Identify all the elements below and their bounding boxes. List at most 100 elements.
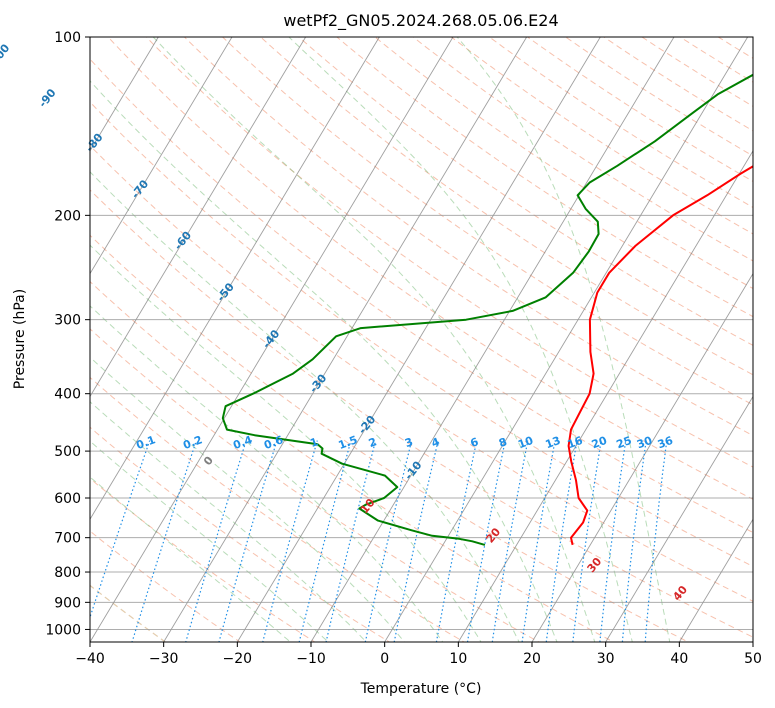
mixing-ratio-label: 3 xyxy=(403,435,415,450)
isotherm-line xyxy=(678,518,753,642)
dry-adiabat xyxy=(259,37,753,376)
isotherm-label: -50 xyxy=(214,280,237,304)
isotherm-label: -80 xyxy=(83,131,106,155)
dewpoint-line xyxy=(221,73,753,546)
dry-adiabat xyxy=(564,37,753,157)
isotherm-line xyxy=(90,37,159,152)
mixing-ratio-line xyxy=(131,440,197,642)
moist-adiabat xyxy=(90,356,406,642)
dry-adiabat xyxy=(641,37,753,107)
mixing-ratio-line xyxy=(466,440,506,642)
isotherm-label: -100 xyxy=(0,41,13,71)
isotherm-label: -70 xyxy=(129,177,152,201)
isotherm-line xyxy=(752,641,753,642)
mixing-ratio-line xyxy=(621,440,647,642)
isotherm-label: -60 xyxy=(172,229,195,253)
moist-adiabat xyxy=(90,476,292,642)
mixing-ratio-label: 1 xyxy=(308,435,320,450)
isotherm-line xyxy=(90,37,380,521)
mixing-ratio-label: 4 xyxy=(430,435,442,450)
y-axis-label: Pressure (hPa) xyxy=(12,289,28,389)
y-tick-label: 300 xyxy=(54,313,81,329)
x-tick-label: 30 xyxy=(597,651,615,667)
x-tick-label: −30 xyxy=(149,651,179,667)
x-tick-label: 0 xyxy=(380,651,389,667)
isotherm-line xyxy=(90,37,307,398)
isotherm-line xyxy=(531,272,753,642)
x-tick-label: −20 xyxy=(223,651,253,667)
mixing-ratio-label: 0.2 xyxy=(181,433,204,452)
isotherm-line xyxy=(0,37,11,642)
mixing-ratio-line xyxy=(545,440,578,642)
y-tick-label: 1000 xyxy=(45,622,81,638)
dry-adiabat xyxy=(221,37,753,406)
x-tick-label: −40 xyxy=(75,651,105,667)
moist-adiabat xyxy=(90,305,444,642)
isotherm-line xyxy=(90,37,454,642)
mixing-ratio-line xyxy=(185,440,247,642)
dry-adiabat xyxy=(90,101,753,568)
isotherm-label: -20 xyxy=(356,413,379,437)
mixing-ratio-label: 0.4 xyxy=(231,433,254,452)
dry-adiabat xyxy=(679,37,753,83)
mixing-ratio-label: 30 xyxy=(635,434,654,452)
x-tick-label: 10 xyxy=(449,651,467,667)
x-tick-label: 40 xyxy=(670,651,688,667)
dry-adiabat xyxy=(336,37,753,318)
dry-adiabat xyxy=(412,37,753,262)
dry-adiabat xyxy=(90,58,753,534)
isotherm-line xyxy=(605,395,753,642)
in-plot-labels: -100-90-80-70-60-50-40-30-20-100.1 0.2 0.4… xyxy=(0,41,690,603)
mixing-ratio-line xyxy=(90,440,151,619)
x-tick-label: 50 xyxy=(744,651,762,667)
x-tick-label: 20 xyxy=(523,651,541,667)
moist-adiabat-label: 0 xyxy=(201,454,216,468)
moist-adiabat xyxy=(456,37,671,642)
dry-adiabat xyxy=(526,37,753,182)
y-tick-label: 200 xyxy=(54,208,81,224)
dry-adiabat xyxy=(90,530,241,642)
mixing-ratio-label: 6 xyxy=(469,435,481,450)
y-tick-label: 700 xyxy=(54,531,81,547)
mixing-ratio-line xyxy=(218,440,278,642)
isotherm-label: -40 xyxy=(260,327,283,351)
x-axis-label: Temperature (°C) xyxy=(360,681,482,697)
y-tick-label: 500 xyxy=(54,444,81,460)
mixing-ratio-line xyxy=(599,440,627,642)
mixing-ratio-label: 13 xyxy=(544,434,563,451)
dry-adiabat xyxy=(90,144,753,602)
dry-adiabat xyxy=(298,37,753,346)
isotherm-line xyxy=(384,37,749,642)
y-tick-label: 800 xyxy=(54,565,81,581)
dry-adiabat xyxy=(90,376,466,642)
moist-adiabat xyxy=(152,37,596,642)
mixing-ratio-line xyxy=(572,440,602,642)
temperature-line xyxy=(567,165,753,546)
x-tick-label: −10 xyxy=(296,651,326,667)
mixing-ratio-label: 0.6 xyxy=(262,433,285,452)
mixing-ratio-line xyxy=(644,440,668,642)
dry-adiabat xyxy=(90,477,316,642)
background-grid xyxy=(0,37,753,642)
dry-adiabat xyxy=(90,189,753,638)
chart-title: wetPf2_GN05.2024.268.05.06.E24 xyxy=(283,11,558,31)
mixing-ratio-label: 25 xyxy=(615,434,634,451)
dry-adiabat xyxy=(145,37,753,468)
moist-adiabat-label: 10 xyxy=(358,496,378,516)
mixing-ratio-label: 16 xyxy=(566,434,585,452)
moist-adiabat-label: 40 xyxy=(670,583,690,603)
mixing-ratio-label: 0.1 xyxy=(135,433,158,452)
mixing-ratio-line xyxy=(262,440,318,642)
profile-lines xyxy=(221,73,753,546)
moist-adiabat xyxy=(90,401,367,642)
isotherm-line xyxy=(236,37,601,642)
isotherm-line xyxy=(310,37,675,642)
y-tick-label: 900 xyxy=(54,595,81,611)
plot-frame xyxy=(89,36,754,643)
isotherm-line xyxy=(457,150,753,642)
y-tick-label: 400 xyxy=(54,387,81,403)
mixing-ratio-label: 8 xyxy=(497,435,509,450)
mixing-ratio-label: 36 xyxy=(656,434,675,452)
dry-adiabat xyxy=(90,234,690,642)
